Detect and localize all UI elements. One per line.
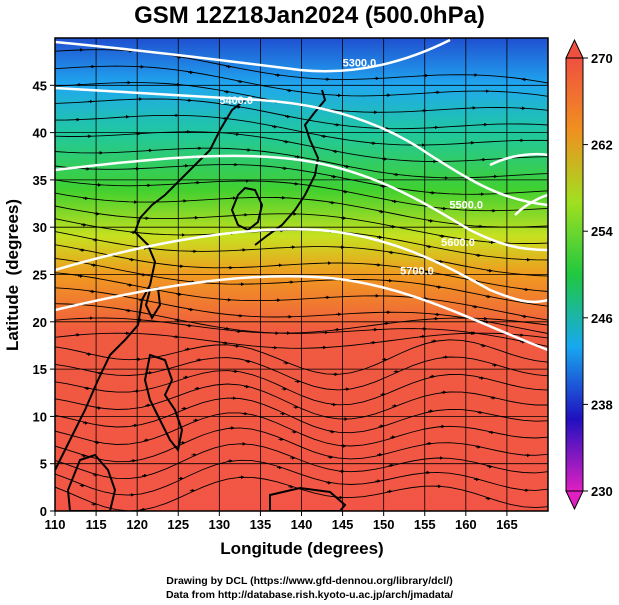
x-tick-label: 145 xyxy=(332,517,354,532)
streamline xyxy=(55,412,548,447)
colorbar: 230 238 246 254 262 270 xyxy=(565,38,613,511)
y-tick-label: 45 xyxy=(33,78,47,93)
contour-label: 5500.0 xyxy=(449,199,483,211)
y-axis-ticks: 0 5 10 15 20 25 30 35 40 45 xyxy=(33,78,55,519)
credit-data-source: Data from http://database.rish.kyoto-u.a… xyxy=(165,589,454,601)
x-tick-label: 160 xyxy=(455,517,477,532)
streamline xyxy=(55,427,548,463)
streamline xyxy=(55,459,548,496)
streamline xyxy=(55,287,548,334)
plot-area: 5300.0 5400.0 5500.0 5600.0 5700.0 xyxy=(55,38,548,511)
contour-5300 xyxy=(55,38,451,73)
streamline xyxy=(55,332,548,349)
coastline-borneo xyxy=(66,453,117,511)
streamline xyxy=(55,383,548,420)
colorbar-gradient xyxy=(565,57,584,492)
y-tick-label: 15 xyxy=(33,362,47,377)
credit-drawing: Drawing by DCL (https://www.gfd-dennou.o… xyxy=(166,575,453,587)
y-tick-label: 20 xyxy=(33,315,47,330)
colorbar-tick-label: 230 xyxy=(591,484,613,499)
streamline xyxy=(55,231,548,277)
y-tick-label: 40 xyxy=(33,126,47,141)
colorbar-ticks: 230 238 246 254 262 270 xyxy=(583,51,613,499)
height-contours xyxy=(55,38,548,352)
y-tick-label: 25 xyxy=(33,268,47,283)
streamline xyxy=(55,114,548,146)
coastline-korea xyxy=(230,186,264,232)
streamline xyxy=(55,244,548,292)
x-axis-ticks: 110 115 120 125 130 135 140 145 150 155 160 165 xyxy=(45,511,518,532)
x-axis-label: Longitude (degrees) xyxy=(220,539,383,558)
streamline xyxy=(55,356,548,391)
colorbar-tick-label: 262 xyxy=(591,138,613,153)
chart-title: GSM 12Z18Jan2024 (500.0hPa) xyxy=(134,2,485,29)
x-tick-label: 140 xyxy=(291,517,313,532)
y-tick-label: 30 xyxy=(33,220,47,235)
x-tick-label: 120 xyxy=(126,517,148,532)
x-tick-label: 110 xyxy=(45,517,66,532)
coastlines xyxy=(55,89,347,511)
colorbar-tick-label: 238 xyxy=(591,397,613,412)
x-tick-label: 125 xyxy=(167,517,189,532)
colorbar-tick-label: 246 xyxy=(591,311,613,326)
contour-5500 xyxy=(55,154,548,252)
x-tick-label: 130 xyxy=(208,517,230,532)
colorbar-top-triangle xyxy=(565,38,584,59)
x-tick-label: 135 xyxy=(250,517,272,532)
y-tick-label: 5 xyxy=(40,457,47,472)
streamline xyxy=(55,257,548,307)
x-tick-label: 165 xyxy=(496,517,518,532)
coastline-china xyxy=(55,99,246,471)
x-tick-label: 155 xyxy=(414,517,436,532)
contour-5700 xyxy=(55,274,548,352)
contour-label: 5300.0 xyxy=(343,57,377,69)
y-axis-label: Latitude (degrees) xyxy=(3,199,22,351)
streamline xyxy=(55,65,548,97)
contour-label: 5700.0 xyxy=(400,266,434,278)
colorbar-tick-label: 270 xyxy=(591,51,613,66)
contour-label: 5400.0 xyxy=(219,95,253,107)
streamline xyxy=(55,205,548,244)
streamline xyxy=(55,179,548,212)
y-tick-label: 0 xyxy=(40,504,47,519)
coastline-new-guinea xyxy=(269,486,347,511)
contour-5600 xyxy=(55,227,548,304)
y-tick-label: 35 xyxy=(33,173,47,188)
colorbar-tick-label: 254 xyxy=(591,224,613,239)
coastline-philippines xyxy=(143,353,184,453)
contour-5400 xyxy=(55,86,548,207)
colorbar-bottom-triangle xyxy=(565,490,584,511)
coastline-japan xyxy=(254,89,327,246)
x-tick-label: 115 xyxy=(86,517,107,532)
contour-label: 5600.0 xyxy=(441,237,475,249)
streamline xyxy=(55,303,548,347)
streamline xyxy=(55,272,548,321)
contour-labels: 5300.0 5400.0 5500.0 5600.0 5700.0 xyxy=(219,57,483,277)
y-tick-label: 10 xyxy=(33,409,47,424)
streamline xyxy=(55,443,548,480)
x-tick-label: 150 xyxy=(373,517,395,532)
